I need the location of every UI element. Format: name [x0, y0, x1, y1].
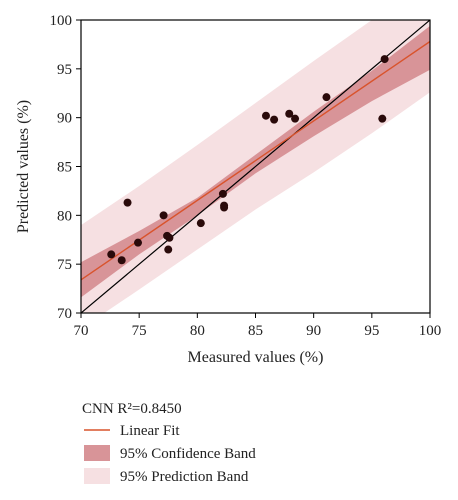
data-point [261, 111, 270, 120]
legend-label: 95% Prediction Band [120, 469, 249, 485]
y-tick-label: 85 [57, 160, 72, 176]
data-point [123, 198, 132, 207]
confidence-band [81, 25, 430, 298]
y-tick-label: 70 [57, 306, 72, 322]
x-axis-label: Measured values (%) [188, 349, 324, 366]
data-point [164, 245, 173, 254]
legend-swatch [84, 468, 110, 484]
data-point [159, 211, 168, 220]
data-point [380, 55, 389, 64]
data-point [291, 114, 300, 123]
legend-swatch [84, 445, 110, 461]
x-tick-label: 100 [419, 323, 442, 339]
legend: CNN R²=0.8450 Linear Fit 95% Confidence B… [82, 401, 256, 485]
x-tick-label: 75 [132, 323, 147, 339]
data-point [196, 219, 205, 228]
y-tick-label: 90 [57, 111, 72, 127]
y-tick-label: 75 [57, 257, 72, 273]
x-tick-label: 90 [306, 323, 321, 339]
linear-fit-line [81, 40, 430, 281]
prediction-band [81, 20, 430, 313]
x-tick-label: 80 [190, 323, 205, 339]
y-tick-label: 95 [57, 62, 72, 78]
legend-label: Linear Fit [120, 423, 180, 439]
y-tick-label: 100 [50, 13, 73, 29]
data-point [165, 233, 174, 242]
r-squared-annotation: CNN R²=0.8450 [82, 401, 182, 417]
x-tick-label: 95 [364, 323, 379, 339]
data-point [322, 93, 331, 102]
y-tick-label: 80 [57, 208, 72, 224]
data-point [134, 238, 143, 247]
y-axis-label: Predicted values (%) [15, 100, 32, 233]
x-tick-label: 85 [248, 323, 263, 339]
data-point [218, 189, 227, 198]
axes: 70 75 80 85 90 95 100 70 75 80 85 90 95 100 [50, 13, 442, 339]
data-point [220, 203, 229, 212]
data-point [378, 114, 387, 123]
data-point [107, 250, 116, 259]
x-tick-label: 70 [74, 323, 89, 339]
identity-line [81, 20, 430, 313]
data-point [117, 256, 126, 265]
plot-area [81, 20, 430, 313]
data-point [285, 109, 294, 118]
legend-label: 95% Confidence Band [120, 446, 256, 462]
data-point [270, 115, 279, 124]
